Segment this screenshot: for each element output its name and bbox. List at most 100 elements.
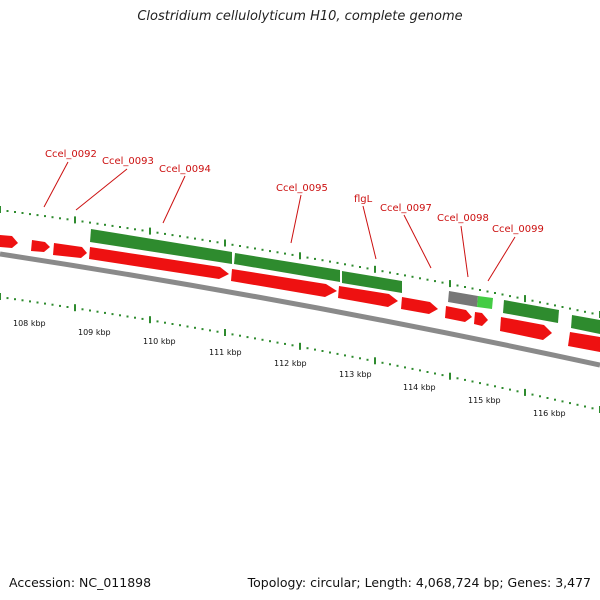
track-dot [479,289,481,291]
reverse-gene-ccel-0093[interactable] [53,243,87,258]
track-dot [314,257,316,260]
track-dot [201,238,204,241]
track-dot [554,304,556,307]
tick-label-112: 112 kbp [274,359,307,368]
track-dot [456,377,459,380]
track-dot [246,336,249,339]
label-ccel-0093: Ccel_0093 [102,156,154,167]
track-dot [584,310,586,313]
track-dot [261,248,264,251]
track-dot [531,393,534,396]
reverse-gene-ccel-0097[interactable] [401,297,438,314]
forward-gene-ccel-0095[interactable] [234,253,340,282]
track-major-mark [224,329,226,336]
reverse-gene-edge-right[interactable] [568,332,600,352]
tick-label-113: 113 kbp [339,370,372,379]
track-major-mark [524,388,526,396]
reverse-gene-ccel-0094b[interactable] [89,247,229,279]
track-dot [576,403,579,406]
leader-ccel-0099 [487,236,516,282]
track-dot [456,284,459,287]
track-dot [366,267,369,270]
track-dot [216,241,219,244]
track-dot [231,243,234,246]
track-dot [14,211,16,213]
track-dot [81,308,84,311]
track-dot [254,337,256,340]
track-dot [539,395,541,398]
track-dot [194,326,196,329]
track-major-mark [449,280,451,288]
forward-gene-flgl[interactable] [342,271,402,293]
track-dot [239,334,241,337]
track-dot [269,250,271,253]
track-dot [584,405,586,408]
track-dot [246,246,249,249]
track-dot [141,317,144,320]
track-dot [6,210,9,212]
track-dot [434,280,436,283]
track-dot [14,298,16,301]
track-dot [576,309,579,312]
track-dot [411,275,414,278]
track-dot [434,372,436,375]
track-dot [6,297,9,300]
track-dot [36,214,39,217]
forward-gene-light[interactable] [477,296,493,309]
track-major-mark [149,316,151,324]
track-dot [509,388,511,391]
track-dot [569,307,571,310]
track-dot [351,355,354,358]
track-dot [336,261,339,264]
forward-gene-ccel-0099[interactable] [503,300,559,323]
track-dot [509,295,511,298]
forward-gene-edge[interactable] [571,315,600,334]
track-dot [471,287,474,290]
track-dot [126,227,129,230]
track-dot [156,320,159,323]
label-flgl: flgL [354,194,373,205]
track-dot [426,371,429,373]
track-dot [284,342,286,345]
track-dot [261,338,264,341]
forward-gene-ccel-0094[interactable] [90,229,232,264]
reverse-gene-ccel-0098c[interactable] [474,312,488,326]
track-dot [209,329,211,332]
track-dot [411,367,414,370]
track-dot [291,344,294,347]
track-major-mark [524,295,526,303]
track-major-mark [449,372,451,380]
track-dot [591,312,594,315]
leader-ccel-0095 [290,194,302,244]
track-dot [329,351,331,354]
track-dot [336,352,339,355]
reverse-gene-edge[interactable] [0,235,18,248]
track-dot [344,354,346,357]
track-dot [366,358,369,361]
leader-flgl [362,205,377,260]
track-dot [171,234,174,237]
track-dot [164,321,166,324]
track-dot [359,266,361,268]
reverse-gene-ccel-0092[interactable] [31,240,50,252]
track-dot [156,231,159,234]
track-dot [59,304,61,307]
other-gene-ccel-0098[interactable] [448,291,478,307]
reverse-gene-ccel-0095b[interactable] [231,269,337,297]
track-dot [186,236,189,239]
track-dot [404,274,406,277]
track-dot [89,221,91,224]
track-dot [426,278,429,281]
track-dot [561,306,564,308]
reverse-gene-flgl-b[interactable] [338,286,398,307]
track-dot [464,286,466,288]
track-dot [209,240,211,243]
track-dot [306,256,309,259]
track-dot [276,251,279,254]
track-dot [569,402,571,405]
tick-label-109: 109 kbp [78,328,111,337]
track-dot [546,302,549,305]
track-dot [59,217,61,220]
reverse-gene-ccel-0099b[interactable] [500,317,552,340]
reverse-gene-ccel-0098b[interactable] [445,306,472,322]
